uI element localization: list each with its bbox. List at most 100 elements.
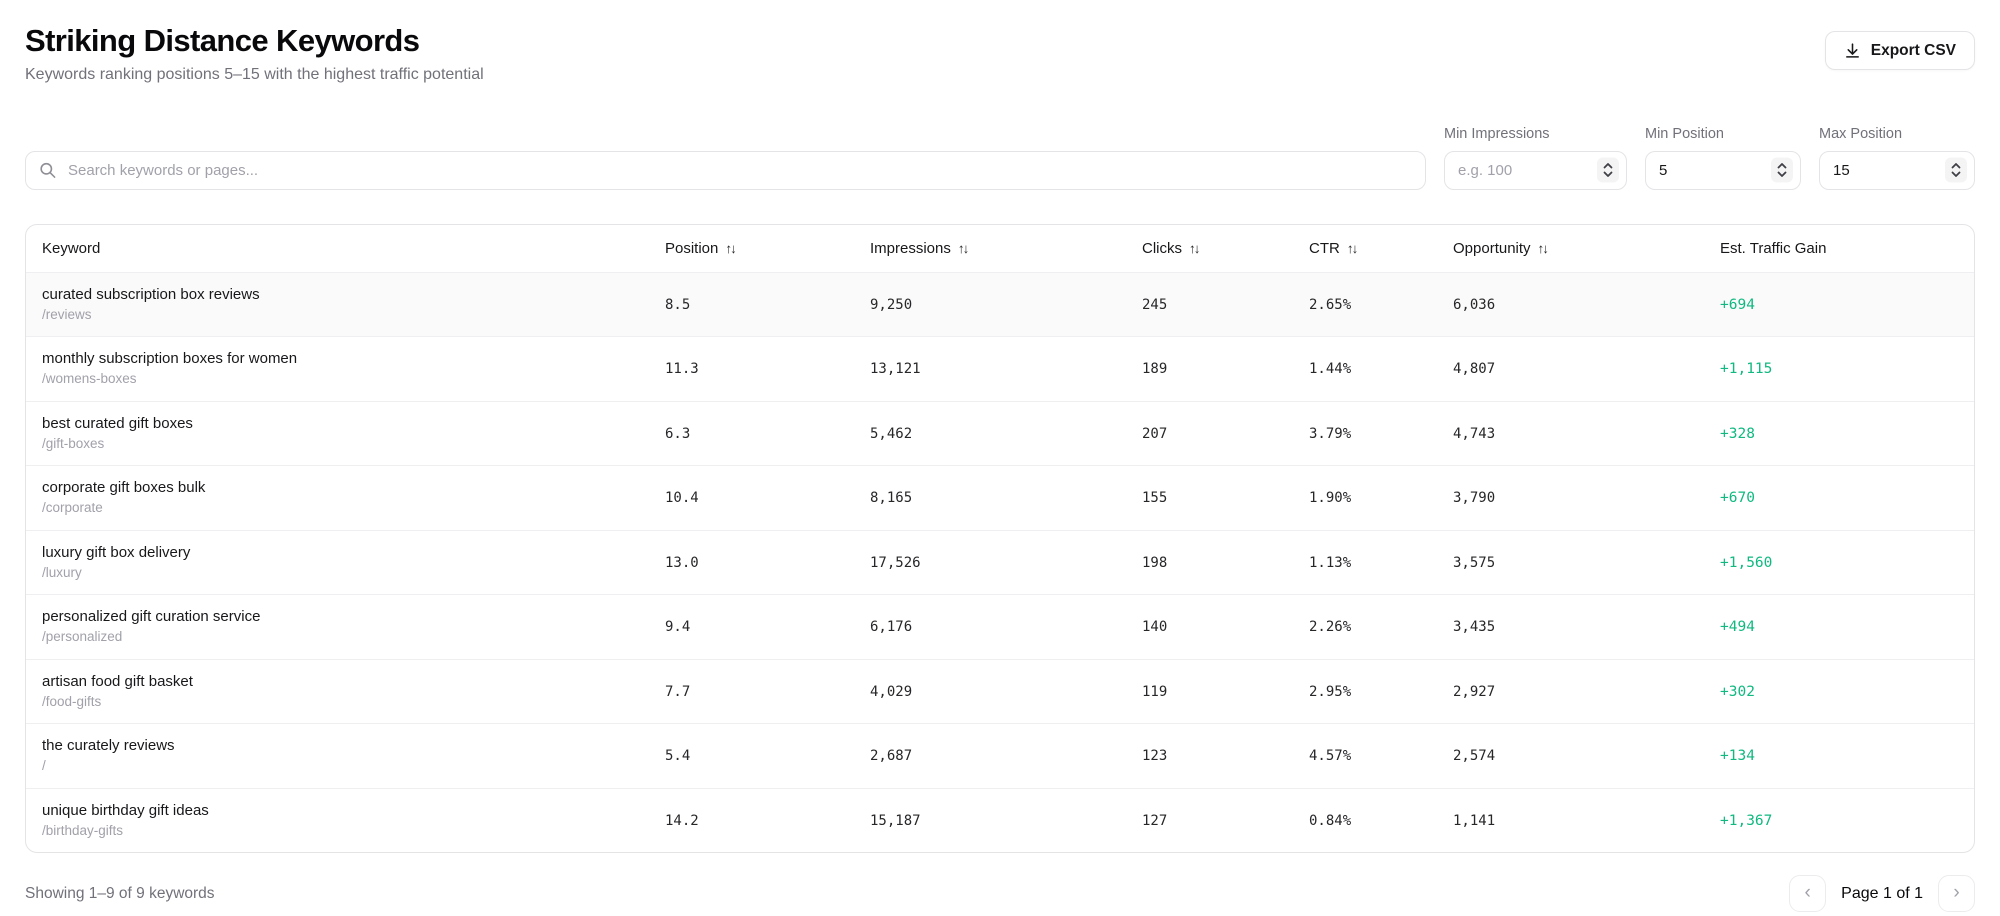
download-icon [1844,42,1861,59]
traffic-gain-cell: +1,115 [1720,361,1773,377]
traffic-gain-cell: +134 [1720,748,1755,764]
impressions-cell: 2,687 [870,748,913,764]
min-position-input[interactable] [1645,150,1801,190]
position-cell: 11.3 [665,361,699,377]
clicks-cell: 123 [1142,748,1168,764]
max-position-input[interactable] [1819,150,1975,190]
opportunity-cell: 1,141 [1453,812,1496,829]
opportunity-cell: 3,790 [1453,490,1496,506]
ctr-cell: 2.95% [1309,683,1352,700]
ctr-cell: 0.84% [1309,812,1352,829]
traffic-gain-cell: +670 [1720,490,1755,506]
position-cell: 7.7 [665,683,691,700]
column-header-keyword: Keyword [42,240,665,257]
sort-icon: ↑↓ [1189,240,1200,256]
table-row[interactable]: unique birthday gift ideas /birthday-gif… [26,787,1974,853]
keyword-cell: personalized gift curation service /pers… [42,608,665,645]
ctr-cell: 1.44% [1309,361,1352,377]
position-cell: 10.4 [665,490,699,506]
table-row[interactable]: luxury gift box delivery /luxury 13.0 17… [26,529,1974,595]
impressions-cell: 5,462 [870,425,913,442]
prev-page-button[interactable]: ‹ [1789,875,1827,913]
impressions-cell: 6,176 [870,619,913,635]
keyword-page-path: /reviews [42,306,92,322]
keyword-page-path: / [42,758,46,774]
position-cell: 6.3 [665,425,691,442]
chevron-right-icon: › [1953,881,1960,903]
position-cell: 8.5 [665,296,691,313]
traffic-gain-cell: +694 [1720,296,1755,313]
table-row[interactable]: artisan food gift basket /food-gifts 7.7… [26,658,1974,724]
table-footer: Showing 1–9 of 9 keywords ‹ Page 1 of 1 … [25,875,1975,916]
keyword-cell: best curated gift boxes /gift-boxes [42,415,665,452]
position-cell: 5.4 [665,748,691,764]
min-position-label: Min Position [1645,125,1724,142]
traffic-gain-cell: +328 [1720,425,1755,442]
filter-bar: Min Impressions Min Position [25,126,1975,190]
next-page-button[interactable]: › [1938,875,1975,913]
max-position-group: Max Position [1819,126,1975,190]
search-wrap [25,150,1426,190]
sort-icon: ↑↓ [957,240,969,256]
clicks-cell: 119 [1142,683,1168,700]
clicks-cell: 140 [1142,619,1168,635]
column-header-clicks[interactable]: Clicks ↑↓ [1142,240,1309,257]
impressions-cell: 17,526 [870,554,921,571]
min-impressions-group: Min Impressions [1444,126,1627,190]
table-row[interactable]: personalized gift curation service /pers… [26,594,1974,659]
topbar: Striking Distance Keywords Keywords rank… [25,22,1975,84]
export-csv-label: Export CSV [1870,41,1956,59]
traffic-gain-cell: +1,560 [1720,554,1773,571]
keyword-cell: luxury gift box delivery /luxury [42,544,665,581]
column-header-ctr[interactable]: CTR ↑↓ [1309,240,1453,257]
min-position-group: Min Position [1645,126,1801,190]
table-row[interactable]: monthly subscription boxes for women /wo… [26,336,1974,401]
column-header-opportunity[interactable]: Opportunity ↑↓ [1453,240,1720,257]
table-body: curated subscription box reviews /review… [26,271,1974,853]
keyword-page-path: /food-gifts [42,693,102,709]
min-position-stepper[interactable] [1771,157,1793,183]
position-cell: 9.4 [665,619,691,635]
keyword-text: artisan food gift basket [42,672,193,690]
table-row[interactable]: curated subscription box reviews /review… [26,271,1974,337]
ctr-cell: 1.90% [1309,490,1352,506]
sort-icon: ↑↓ [1537,240,1549,256]
ctr-cell: 2.26% [1309,619,1352,635]
clicks-cell: 127 [1142,812,1168,829]
keyword-text: monthly subscription boxes for women [42,350,298,368]
keyword-cell: curated subscription box reviews /review… [42,286,665,323]
clicks-cell: 198 [1142,554,1168,571]
table-row[interactable]: best curated gift boxes /gift-boxes 6.3 … [26,400,1974,466]
keyword-text: the curately reviews [42,737,175,755]
min-impressions-input[interactable] [1444,150,1627,190]
export-csv-button[interactable]: Export CSV [1824,31,1975,70]
impressions-cell: 9,250 [870,296,913,313]
results-summary: Showing 1–9 of 9 keywords [25,884,215,902]
column-header-position[interactable]: Position ↑↓ [665,240,870,257]
table-row[interactable]: corporate gift boxes bulk /corporate 10.… [26,465,1974,530]
pagination: ‹ Page 1 of 1 › [1789,875,1975,913]
keyword-text: corporate gift boxes bulk [42,479,206,497]
keyword-cell: monthly subscription boxes for women /wo… [42,350,665,387]
column-header-impressions[interactable]: Impressions ↑↓ [870,240,1142,257]
opportunity-cell: 4,743 [1453,425,1496,442]
min-impressions-stepper[interactable] [1597,157,1619,183]
keyword-cell: artisan food gift basket /food-gifts [42,673,665,710]
column-label: Position [665,239,719,257]
clicks-cell: 189 [1142,361,1168,377]
search-input[interactable] [25,150,1426,190]
keyword-page-path: /luxury [42,564,82,580]
keyword-text: luxury gift box delivery [42,543,191,561]
position-cell: 13.0 [665,554,699,571]
impressions-cell: 15,187 [870,812,921,829]
page-subtitle: Keywords ranking positions 5–15 with the… [25,65,484,83]
clicks-cell: 155 [1142,490,1168,506]
table-row[interactable]: the curately reviews / 5.4 2,687 123 4.5… [26,723,1974,788]
table-header-row: Keyword Position ↑↓ Impressions ↑↓ Clicks ↑↓ CT… [26,225,1974,272]
ctr-cell: 3.79% [1309,425,1352,442]
keyword-cell: the curately reviews / [42,737,665,774]
max-position-stepper[interactable] [1945,157,1967,183]
heading-block: Striking Distance Keywords Keywords rank… [25,22,484,84]
keyword-text: unique birthday gift ideas [42,801,209,819]
